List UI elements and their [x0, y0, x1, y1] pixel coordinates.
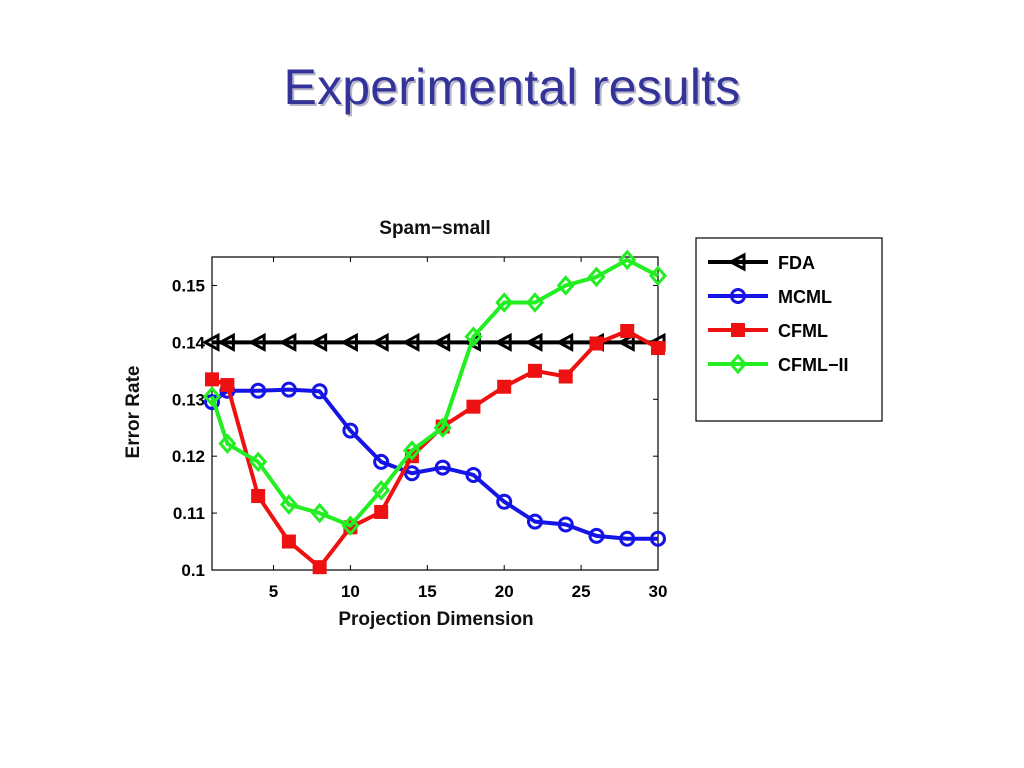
- data-point-fda: [278, 332, 297, 352]
- data-point-mcml: [280, 381, 297, 398]
- data-point-cfml: [558, 369, 573, 384]
- legend-marker: [729, 353, 747, 375]
- data-point-cfml: [466, 399, 481, 414]
- x-tick-label: 30: [649, 582, 668, 601]
- data-point-mcml: [403, 465, 420, 482]
- data-point-fda: [309, 332, 328, 352]
- data-point-mcml: [342, 422, 359, 439]
- data-point-fda: [340, 332, 358, 352]
- data-point-cfml-ii: [495, 292, 514, 313]
- data-point-cfml-ii: [249, 451, 268, 473]
- series-mcml: [204, 381, 666, 547]
- data-point-cfml: [497, 379, 512, 394]
- x-tick-label: 25: [572, 582, 591, 601]
- x-axis-ticks: 5 10 15 20 25 30: [269, 257, 668, 601]
- data-point-cfml: [620, 323, 635, 338]
- data-point-mcml: [204, 394, 220, 411]
- data-point-mcml: [557, 516, 574, 533]
- legend-marker: [727, 252, 746, 272]
- data-point-cfml-ii: [203, 386, 221, 407]
- y-tick-label: 0.12: [172, 447, 205, 466]
- legend-label: CFML: [778, 321, 828, 341]
- data-point-cfml-ii: [372, 480, 391, 501]
- legend-item-mcml: MCML: [708, 287, 832, 307]
- data-point-cfml: [281, 534, 296, 549]
- data-point-cfml-ii: [587, 266, 606, 288]
- data-point-cfml: [651, 341, 665, 356]
- plot-area: [211, 256, 659, 571]
- y-axis-ticks: 0.1 0.11 0.12 0.13 0.14 0.15: [172, 276, 658, 580]
- data-point-fda: [432, 332, 451, 352]
- data-point-fda: [617, 332, 635, 352]
- data-point-cfml-ii: [618, 249, 637, 271]
- data-point-cfml: [251, 489, 266, 504]
- series-cfml-ii: [203, 249, 667, 536]
- data-point-cfml: [374, 504, 389, 519]
- data-point-fda: [494, 332, 512, 352]
- data-point-cfml-ii: [279, 494, 298, 515]
- data-point-mcml: [465, 466, 482, 483]
- data-point-mcml: [250, 382, 267, 399]
- data-point-mcml: [619, 530, 636, 547]
- x-axis-label: Projection Dimension: [338, 609, 533, 630]
- data-point-fda: [524, 332, 543, 352]
- legend-label: MCML: [778, 287, 832, 307]
- legend: FDA MCML CFML CFML−II: [708, 252, 849, 375]
- data-point-mcml: [650, 530, 666, 547]
- slide-title: Experimental results: [283, 59, 741, 115]
- data-point-cfml-ii: [341, 515, 360, 536]
- y-tick-label: 0.1: [181, 561, 205, 580]
- data-point-fda: [555, 332, 574, 352]
- data-point-fda: [217, 332, 235, 352]
- data-point-mcml: [434, 459, 451, 476]
- data-point-cfml: [589, 336, 604, 351]
- data-point-cfml-ii: [649, 265, 667, 287]
- data-point-fda: [247, 332, 266, 352]
- data-point-mcml: [496, 493, 513, 510]
- series-layer: [201, 249, 667, 575]
- y-axis-label: Error Rate: [123, 366, 144, 459]
- x-tick-label: 10: [341, 582, 360, 601]
- data-point-mcml: [311, 383, 328, 400]
- data-point-cfml: [205, 372, 219, 387]
- x-tick-label: 5: [269, 582, 278, 601]
- data-point-cfml: [312, 560, 327, 575]
- data-point-fda: [401, 332, 420, 352]
- legend-label: CFML−II: [778, 355, 849, 375]
- chart-title: Spam−small: [379, 218, 490, 239]
- y-tick-label: 0.15: [172, 276, 205, 295]
- data-point-mcml: [588, 527, 605, 544]
- data-point-cfml-ii: [464, 326, 483, 347]
- legend-marker: [730, 288, 746, 304]
- legend-label: FDA: [778, 253, 815, 273]
- y-tick-label: 0.13: [172, 390, 205, 409]
- series-cfml: [205, 323, 665, 575]
- series-line-cfml-ii: [210, 257, 659, 528]
- legend-item-cfml: CFML: [708, 321, 828, 341]
- data-point-cfml-ii: [310, 502, 329, 524]
- y-tick-label: 0.14: [172, 333, 206, 352]
- data-point-cfml-ii: [218, 433, 237, 454]
- y-tick-label: 0.11: [173, 504, 205, 523]
- legend-marker: [731, 323, 745, 337]
- legend-item-cfml-ii: CFML−II: [708, 353, 849, 375]
- data-point-cfml: [220, 378, 235, 393]
- data-point-cfml-ii: [556, 275, 575, 296]
- x-tick-label: 15: [418, 582, 437, 601]
- data-point-fda: [371, 332, 389, 352]
- data-point-cfml-ii: [525, 292, 544, 313]
- data-point-mcml: [373, 453, 390, 470]
- x-tick-label: 20: [495, 582, 514, 601]
- series-line-mcml: [210, 387, 658, 541]
- data-point-cfml: [527, 363, 542, 378]
- data-point-mcml: [526, 513, 543, 530]
- data-point-cfml-ii: [433, 417, 452, 439]
- legend-item-fda: FDA: [708, 252, 815, 273]
- data-point-cfml-ii: [402, 440, 421, 461]
